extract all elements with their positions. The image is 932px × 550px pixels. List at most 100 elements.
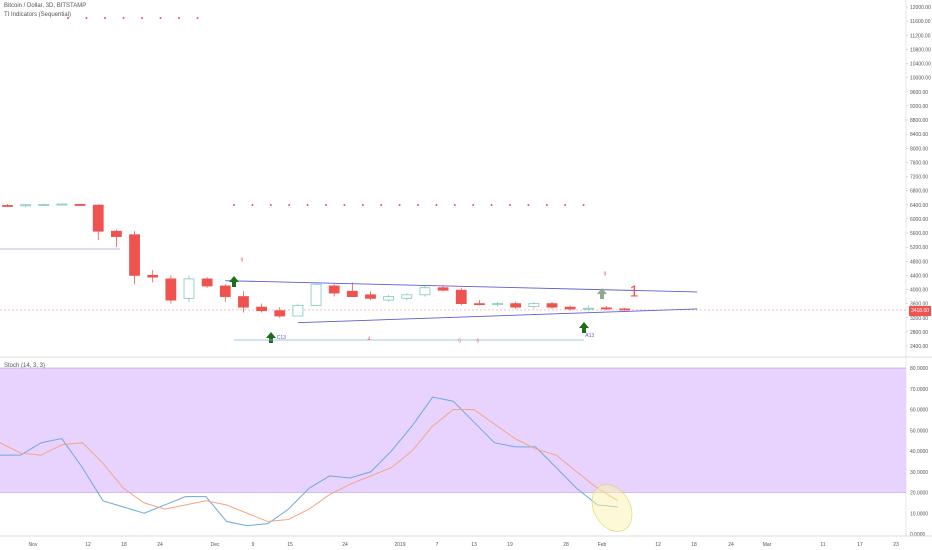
candle-body (328, 285, 340, 294)
candle (346, 282, 358, 297)
sequential-dot (269, 204, 272, 206)
candle (582, 305, 594, 311)
candle-body (437, 287, 449, 291)
sequential-annotation: 5 (458, 338, 461, 344)
stoch-axis: 80.0000 70.0000 60.0000 50.0000 40.0000 30.00… (910, 366, 928, 538)
y-tick-label: 4800.00 (910, 259, 928, 265)
sequential-dot (104, 17, 106, 19)
x-tick-label: 18 (691, 542, 697, 548)
candle-body (2, 205, 13, 207)
sequential-dot (306, 204, 309, 206)
stoch-label: Stoch (14, 3, 3) (4, 363, 46, 369)
y-tick-label: 11600.00 (910, 19, 931, 25)
candle-body (20, 204, 32, 207)
y-tick-label: 8000.00 (910, 146, 928, 152)
time-axis: Nov 12 18 24 Dec 9 15 24 2019 7 13 19 28 Feb 12 18 24 Mar… (29, 542, 899, 548)
buy-arrow-icon (597, 288, 607, 299)
sequential-dot (564, 204, 567, 206)
candle (473, 300, 485, 306)
sequential-annotation: C13 (277, 335, 286, 341)
candle (510, 301, 522, 309)
sequential-dot (343, 204, 346, 206)
candle-body (238, 296, 249, 308)
candle (365, 291, 376, 301)
y-tick-label: 10800.00 (910, 47, 931, 53)
candle-body (510, 303, 522, 308)
candle-body (365, 294, 376, 299)
y-tick-label: 3200.00 (910, 316, 928, 322)
candle-body (455, 289, 467, 305)
candle-body (310, 283, 322, 306)
sequential-dot (233, 204, 235, 206)
candle (2, 204, 13, 207)
x-tick-label: 23 (893, 542, 899, 548)
candle-body (401, 294, 413, 299)
candle (274, 307, 286, 318)
candle (56, 203, 68, 206)
stoch-d-line (0, 409, 619, 523)
sequential-dots (67, 17, 585, 206)
candle (601, 306, 612, 310)
candle-body (564, 306, 576, 310)
candle-body (38, 203, 50, 206)
candle (74, 203, 86, 206)
sequential-dot (196, 17, 199, 19)
y-tick-label: 2400.00 (910, 344, 928, 350)
x-tick-label: 11 (820, 542, 825, 548)
sequential-dot (545, 204, 548, 206)
x-tick-label: Mar (763, 542, 772, 548)
candle-body (492, 303, 503, 306)
candle (129, 231, 140, 285)
candle (310, 282, 322, 306)
x-tick-label: 13 (471, 542, 477, 548)
candle-body (256, 306, 268, 312)
sequential-dot (67, 17, 69, 19)
x-tick-label: Dec (211, 542, 220, 548)
highlight-ellipse (591, 484, 633, 532)
candle-body (183, 278, 195, 299)
y-tick-label: 11200.00 (910, 33, 931, 39)
candle (528, 301, 540, 309)
trend-line (297, 308, 698, 324)
stoch-pane: 80.0000 70.0000 60.0000 50.0000 40.0000 30.00… (0, 366, 928, 538)
candle (111, 229, 122, 248)
sequential-dot (141, 17, 143, 19)
candle-body (292, 304, 304, 317)
buy-arrow-icon (229, 276, 239, 287)
sequential-dot (380, 204, 383, 206)
stoch-tick-label: 10.0000 (910, 511, 928, 517)
chart-title: Bitcoin / Dollar, 3D, BITSTAMP (4, 3, 87, 9)
sequential-dot (85, 17, 88, 19)
sequential-annotation: 1 (630, 284, 639, 301)
candle-body (56, 203, 68, 206)
x-tick-label: 24 (728, 542, 734, 548)
candle-body (619, 308, 630, 311)
candle-body (383, 296, 395, 301)
y-tick-label: 9200.00 (910, 104, 928, 110)
candle (437, 285, 449, 292)
y-tick-label: 4400.00 (910, 273, 928, 279)
trend-line (225, 280, 698, 293)
x-tick-label: Nov (29, 542, 38, 548)
price-axis: 12000.00 11600.00 11200.00 10800.00 10400.00… (906, 5, 931, 350)
stoch-band (0, 368, 906, 493)
candle (201, 277, 213, 288)
buy-arrow-icon (266, 332, 276, 343)
y-tick-label: 5600.00 (910, 231, 928, 237)
x-tick-label: 12 (85, 542, 91, 548)
sequential-annotation: A13 (585, 333, 594, 339)
sequential-dot (490, 204, 493, 206)
x-tick-label: 28 (563, 542, 569, 548)
candle-body (419, 287, 431, 296)
y-tick-label: 8400.00 (910, 132, 928, 138)
y-tick-label: 12000.00 (910, 5, 931, 11)
y-tick-label: 8800.00 (910, 118, 928, 124)
x-tick-label: 24 (342, 542, 348, 548)
candle-body (582, 307, 594, 310)
candle-body (601, 307, 612, 310)
stoch-tick-label: 70.0000 (910, 387, 928, 393)
x-tick-label: 15 (287, 542, 293, 548)
y-tick-label: 6400.00 (910, 203, 928, 209)
candle-body (274, 310, 286, 317)
